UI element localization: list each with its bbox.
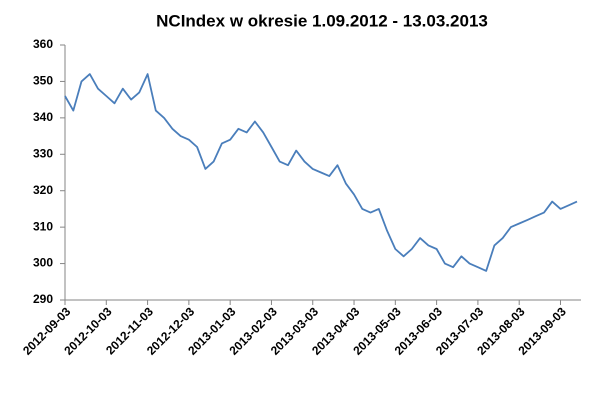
y-tick-label: 320 [33, 183, 53, 197]
y-tick-label: 310 [33, 219, 53, 233]
y-tick-label: 340 [33, 110, 53, 124]
y-tick-label: 350 [33, 74, 53, 88]
y-tick-label: 300 [33, 256, 53, 270]
y-tick-label: 360 [33, 37, 53, 51]
y-tick-label: 330 [33, 146, 53, 160]
line [64, 73, 578, 272]
y-tick-label: 290 [33, 292, 53, 306]
chart-title: NCIndex w okresie 1.09.2012 - 13.03.2013 [156, 11, 488, 30]
